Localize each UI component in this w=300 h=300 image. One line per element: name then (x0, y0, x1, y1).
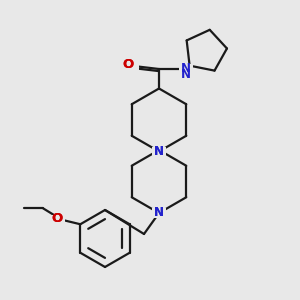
Text: N: N (154, 145, 164, 158)
Bar (123, 61, 139, 72)
Text: N: N (181, 62, 191, 76)
Bar (49, 215, 65, 225)
Bar (152, 208, 166, 218)
Text: O: O (51, 212, 62, 225)
Text: N: N (154, 206, 164, 220)
Text: O: O (122, 58, 134, 71)
Text: N: N (154, 206, 164, 220)
Text: O: O (51, 212, 62, 225)
Text: O: O (122, 58, 134, 71)
Text: N: N (154, 145, 164, 158)
Text: N: N (181, 68, 191, 81)
Bar (179, 64, 193, 74)
Bar (152, 147, 166, 157)
